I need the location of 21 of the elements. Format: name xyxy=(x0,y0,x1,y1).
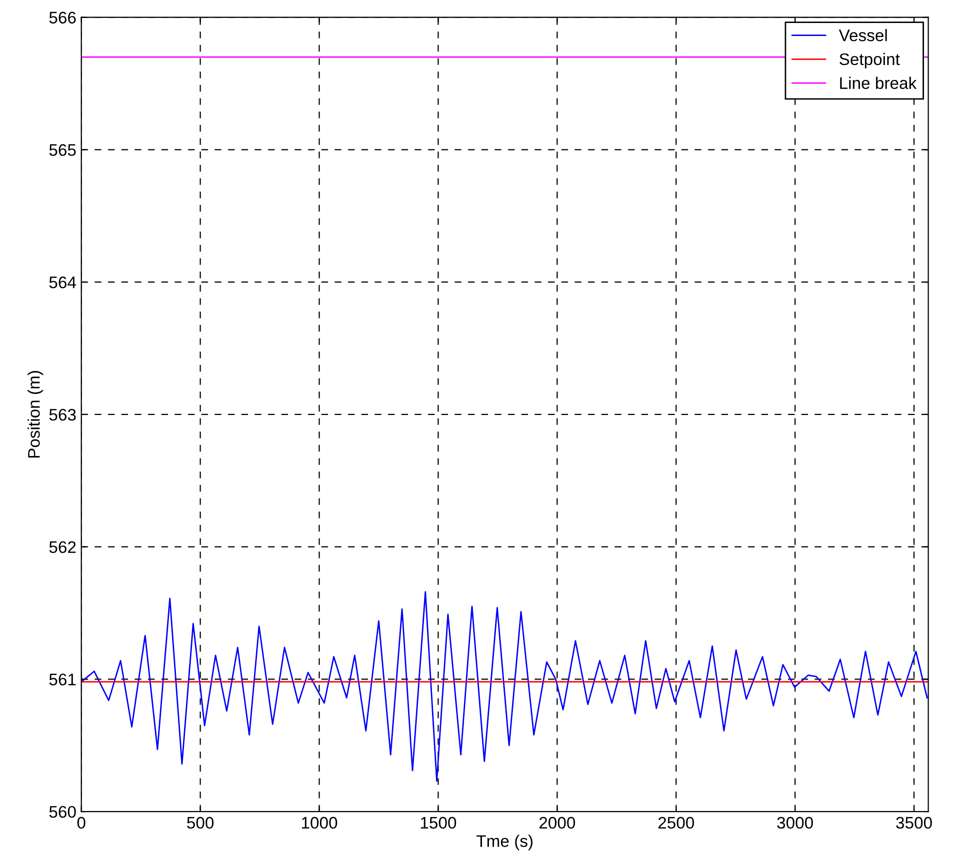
y-tick-label: 561 xyxy=(49,674,76,686)
legend-label: Line break xyxy=(840,76,917,90)
x-tick-label: 0 xyxy=(77,816,86,829)
x-tick-label: 1500 xyxy=(420,816,456,829)
y-tick-label: 566 xyxy=(49,12,76,24)
x-tick-label: 2000 xyxy=(539,816,576,829)
legend-label: Vessel xyxy=(838,29,887,42)
legend-label: Setpoint xyxy=(840,52,900,68)
y-tick-label: 564 xyxy=(49,276,76,288)
x-tick-label: 3000 xyxy=(777,816,813,829)
x-axis-title: Tme (s) xyxy=(476,834,532,850)
x-tick-label: 500 xyxy=(187,816,214,829)
x-tick-label: 3500 xyxy=(896,816,932,829)
y-tick-label: 563 xyxy=(49,408,76,421)
line-series xyxy=(81,591,928,782)
y-axis-title: Position (m) xyxy=(28,371,44,458)
y-tick-label: 565 xyxy=(49,144,76,156)
x-tick-label: 1000 xyxy=(302,816,338,829)
x-tick-label: 2500 xyxy=(658,816,694,829)
y-tick-label: 560 xyxy=(49,806,76,818)
y-tick-label: 562 xyxy=(49,541,76,554)
